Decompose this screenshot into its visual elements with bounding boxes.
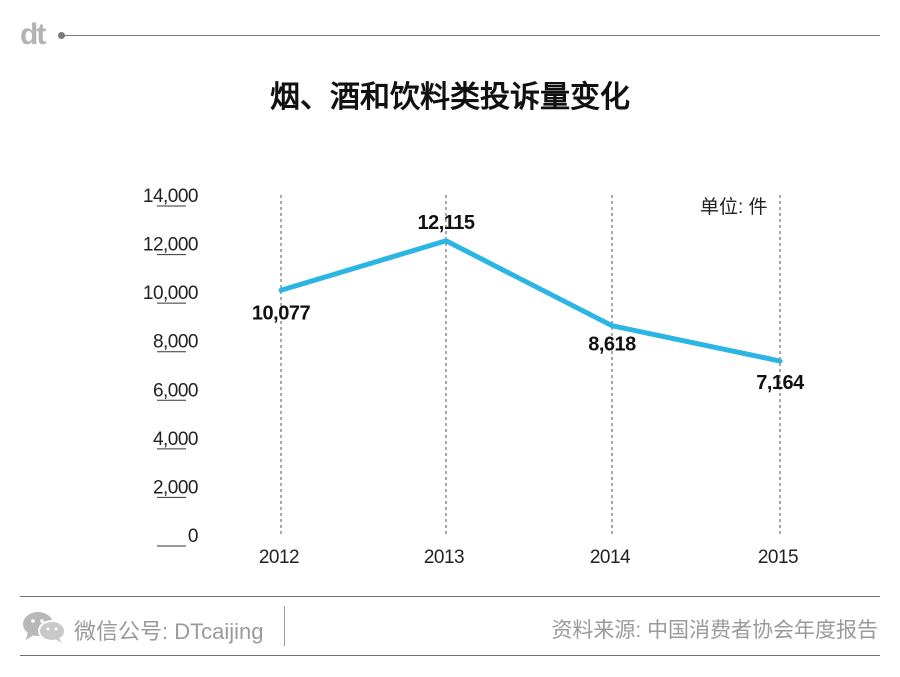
dt-logo: dt — [20, 18, 46, 51]
footer-top-rule — [20, 596, 880, 597]
series-line — [278, 238, 783, 364]
x-tick-label: 2015 — [758, 547, 798, 568]
wechat-icon — [23, 612, 66, 643]
y-tick-label: 6,000 — [153, 380, 198, 401]
y-tick-label: 12,000 — [143, 235, 198, 256]
y-tick-label: 10,000 — [143, 283, 198, 304]
data-source-label: 资料来源: 中国消费者协会年度报告 — [551, 619, 878, 642]
header-rule — [62, 35, 880, 36]
footer-bottom-rule — [20, 655, 880, 656]
y-tick-label: 4,000 — [153, 429, 198, 450]
footer-separator — [284, 606, 285, 646]
x-tick-label: 2013 — [424, 547, 464, 568]
y-tick-label: 8,000 — [153, 332, 198, 353]
data-label: 12,115 — [417, 212, 474, 234]
header-rule-dot — [58, 32, 65, 39]
y-tick-label: 2,000 — [153, 477, 198, 498]
unit-label: 单位: 件 — [700, 197, 768, 218]
data-label: 10,077 — [252, 302, 311, 324]
chart-title: 烟、酒和饮料类投诉量变化 — [270, 81, 630, 114]
y-tick-label: 14,000 — [143, 186, 198, 207]
x-tick-label: 2014 — [590, 547, 631, 568]
y-tick-label: 0 — [188, 526, 198, 547]
data-label: 7,164 — [756, 372, 805, 394]
x-tick-label: 2012 — [259, 547, 299, 568]
wechat-account-label: 微信公号: DTcaijing — [74, 619, 264, 644]
data-label: 8,618 — [588, 334, 636, 356]
